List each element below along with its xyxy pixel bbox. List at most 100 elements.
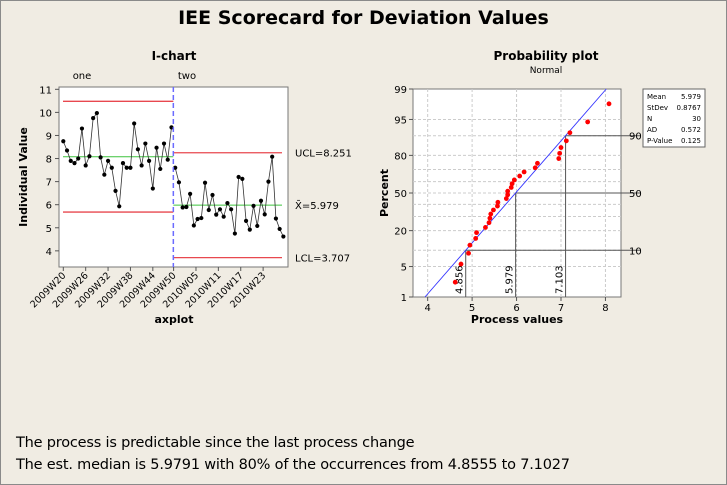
ichart-data-point xyxy=(124,165,129,170)
phase-label-one: one xyxy=(73,71,92,82)
ichart-data-point xyxy=(83,163,88,168)
probplot-x-axis-label: Process values xyxy=(471,313,564,326)
ichart-data-point xyxy=(94,110,99,116)
summary-line-1: The process is predictable since the las… xyxy=(16,435,415,451)
probplot-y-tick-label: 20 xyxy=(394,227,407,238)
ichart-x-axis-label: axplot xyxy=(155,313,194,326)
ucl-label: UCL=8.251 xyxy=(295,149,352,160)
ref-value-label: 7.103 xyxy=(555,265,566,294)
probplot-data-point xyxy=(483,225,488,230)
probplot-x-tick-label: 4 xyxy=(424,303,430,314)
phase-label-two: two xyxy=(178,71,196,82)
probplot-x-tick-label: 7 xyxy=(558,303,564,314)
ichart-data-point xyxy=(146,158,152,163)
probplot-data-point xyxy=(488,211,494,217)
probplot-data-point xyxy=(508,185,514,190)
mean-label: X̄=5.979 xyxy=(295,199,339,212)
ichart-y-tick-label: 8 xyxy=(46,155,52,166)
ichart-data-point xyxy=(229,207,234,212)
ichart-data-point xyxy=(161,141,167,146)
probplot-data-point xyxy=(585,119,591,125)
probplot-y-tick-label: 99 xyxy=(394,85,407,96)
ichart-data-point xyxy=(273,216,279,221)
ichart-data-point xyxy=(154,145,159,150)
ichart-data-point xyxy=(105,158,111,163)
summary-line-2: The est. median is 5.9791 with 80% of th… xyxy=(16,457,570,473)
stats-value: 30 xyxy=(692,115,701,123)
ref-percent-label: 90 xyxy=(629,132,642,143)
ichart-y-tick-label: 5 xyxy=(46,224,52,235)
ichart-y-axis-label: Individual Value xyxy=(17,127,30,227)
probplot-data-point xyxy=(473,236,479,241)
probplot-data-point xyxy=(491,207,496,213)
probplot-data-point xyxy=(458,261,464,267)
probplot-y-axis-label: Percent xyxy=(378,169,391,217)
ichart-data-point xyxy=(91,116,96,121)
ichart-data-point xyxy=(64,148,70,153)
stats-label: AD xyxy=(647,126,657,134)
ref-percent-label: 10 xyxy=(629,246,642,257)
ichart-data-point xyxy=(188,191,193,196)
probplot-x-tick-label: 6 xyxy=(513,303,519,314)
probplot-data-point xyxy=(517,173,523,179)
probplot-data-point xyxy=(556,156,562,161)
ichart-data-point xyxy=(199,215,204,221)
lcl-label: LCL=3.707 xyxy=(295,254,350,265)
probplot-data-point xyxy=(532,165,538,171)
ichart-y-tick-label: 6 xyxy=(46,201,52,212)
ichart-data-point xyxy=(195,216,200,222)
ichart-data-point xyxy=(240,176,245,181)
ichart-data-point xyxy=(236,174,241,180)
ichart-data-point xyxy=(243,218,249,223)
ichart-data-point xyxy=(277,226,282,232)
probplot-y-tick-label: 5 xyxy=(401,263,407,274)
ichart-data-point xyxy=(109,165,114,170)
ichart-data-point xyxy=(251,203,256,208)
probplot-fit-line xyxy=(424,88,607,298)
probplot-data-point xyxy=(495,203,500,209)
ichart-data-point xyxy=(68,158,73,163)
probplot-data-point xyxy=(466,250,471,256)
stats-label: P-Value xyxy=(647,137,672,145)
ichart-data-point xyxy=(72,161,77,166)
ref-percent-label: 50 xyxy=(629,189,642,200)
stats-value: 0.8767 xyxy=(677,104,702,112)
ichart-data-point xyxy=(221,214,226,219)
probplot-data-point xyxy=(505,192,511,198)
ichart-data-point xyxy=(262,212,267,217)
ichart-data-point xyxy=(169,125,174,130)
ichart-data-point xyxy=(143,141,148,146)
stats-label: N xyxy=(647,115,652,123)
ichart-data-point xyxy=(176,180,182,185)
ichart-data-point xyxy=(113,188,118,193)
probplot-data-point xyxy=(505,188,511,194)
ichart-data-point xyxy=(120,161,126,166)
stats-value: 0.125 xyxy=(681,137,701,145)
ichart-series-line-two xyxy=(174,156,284,237)
ichart-data-point xyxy=(225,200,230,206)
ichart-y-tick-label: 10 xyxy=(39,108,52,119)
ichart-title: I-chart xyxy=(152,49,197,63)
ichart-data-point xyxy=(135,147,140,152)
ichart-y-tick-label: 9 xyxy=(46,131,52,142)
stats-label: StDev xyxy=(647,104,668,112)
page-title: IEE Scorecard for Deviation Values xyxy=(178,7,549,29)
ichart-data-point xyxy=(76,156,81,161)
probplot-x-tick-label: 5 xyxy=(469,303,475,314)
ichart-data-point xyxy=(247,227,252,232)
ichart-data-point xyxy=(158,166,163,172)
stats-value: 0.572 xyxy=(681,126,701,134)
ichart-data-point xyxy=(117,204,122,209)
ichart-data-point xyxy=(232,231,237,236)
ichart-data-point xyxy=(128,165,133,170)
ichart-data-point xyxy=(150,186,155,191)
probplot-data-point xyxy=(495,199,501,205)
ichart-data-point xyxy=(79,126,85,131)
ichart-data-point xyxy=(202,180,208,185)
probplot-data-point xyxy=(509,181,515,187)
ichart-y-tick-label: 11 xyxy=(39,85,52,96)
ref-value-label: 4.856 xyxy=(455,265,466,294)
ichart-data-point xyxy=(87,154,92,159)
ichart-data-point xyxy=(102,172,107,177)
probplot-y-tick-label: 50 xyxy=(394,189,407,200)
